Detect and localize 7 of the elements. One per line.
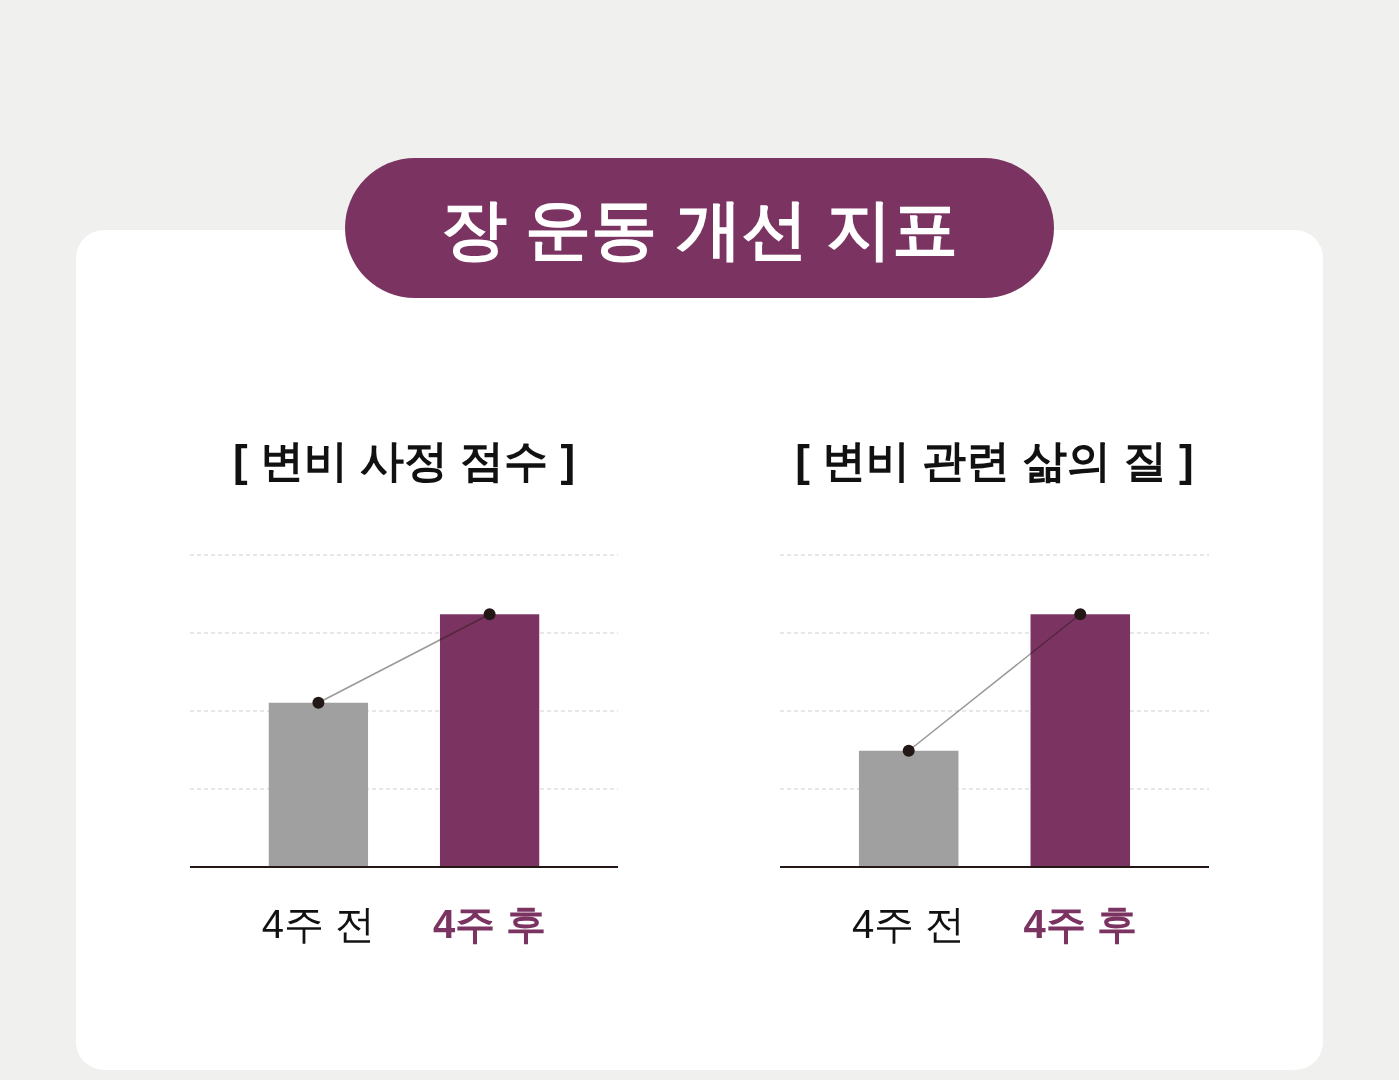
- x-tick-label: 4주 전: [852, 902, 966, 946]
- x-tick-label: 4주 전: [261, 902, 376, 946]
- x-tick-label: 4주 후: [432, 902, 547, 946]
- text: 장 운동 개선 지표: [440, 192, 959, 266]
- chart-title: [ 변비 사정 점수 ]: [232, 436, 576, 485]
- chart-title: [ 변비 관련 삶의 질 ]: [795, 436, 1194, 485]
- x-tick-label: 4주 후: [1023, 902, 1137, 946]
